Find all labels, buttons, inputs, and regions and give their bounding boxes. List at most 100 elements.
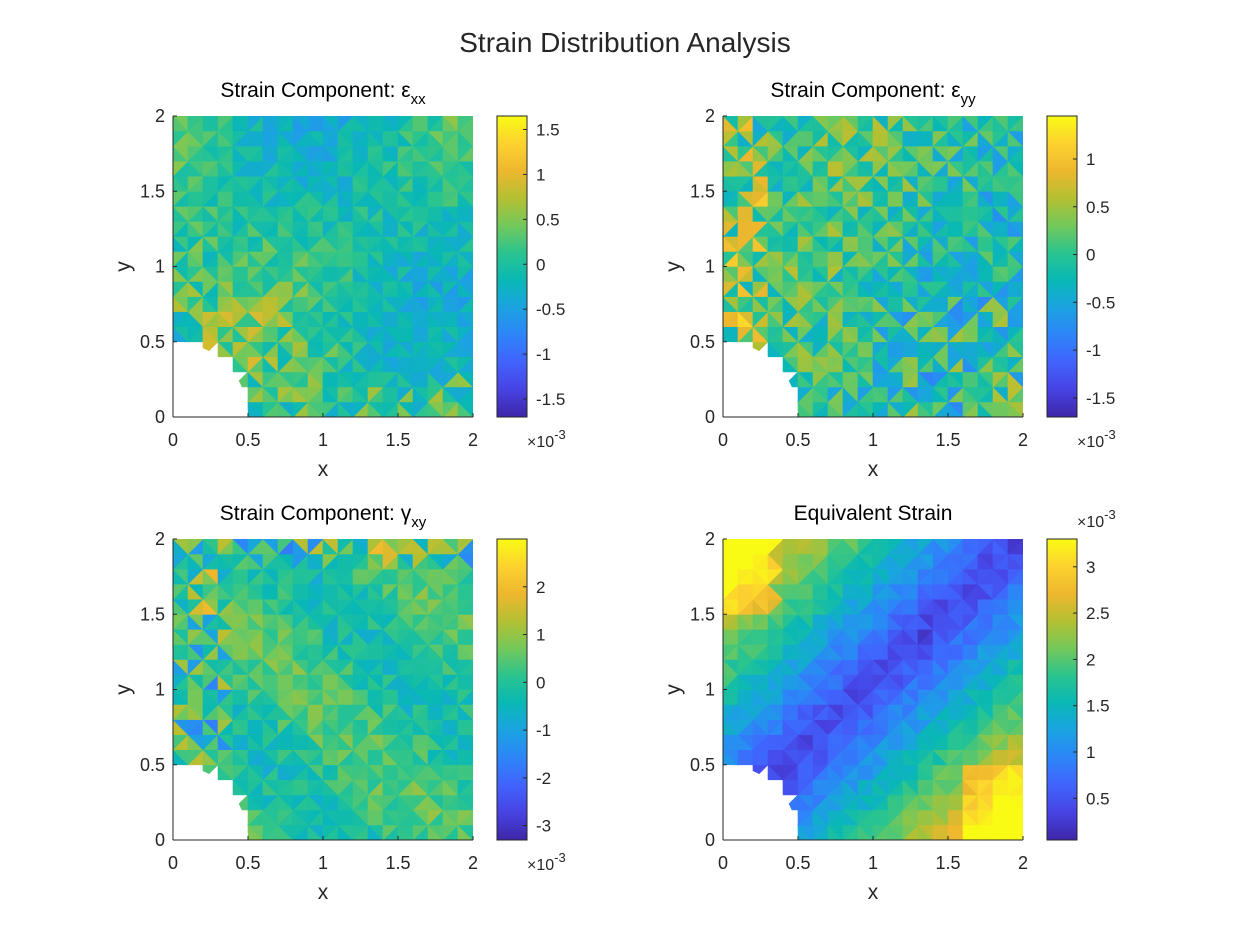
colorbar-tick-label: 2 bbox=[1086, 650, 1095, 669]
mesh-element bbox=[977, 539, 994, 555]
colorbar-tick-label: 3 bbox=[1086, 558, 1095, 577]
mesh-element bbox=[827, 116, 844, 132]
y-tick-label: 1.5 bbox=[140, 181, 165, 201]
colorbar-exponent-power: -3 bbox=[1104, 507, 1116, 522]
colorbar: 0.5 1 1.5 2 2.5 3 ×10-3 bbox=[1046, 507, 1116, 841]
subplot-title: Strain Component: εxx bbox=[220, 79, 426, 108]
colorbar-exponent: ×10-3 bbox=[1077, 427, 1116, 451]
x-tick-label: 1 bbox=[318, 853, 328, 873]
colorbar-gradient bbox=[496, 538, 528, 841]
x-axis-label: x bbox=[868, 881, 879, 904]
colorbar-exponent: ×10-3 bbox=[527, 427, 566, 451]
colorbar-tick-label: 1 bbox=[1086, 150, 1095, 169]
mesh-element bbox=[187, 116, 204, 132]
mesh-element bbox=[887, 539, 904, 555]
colorbar-exponent-base: ×10 bbox=[527, 857, 554, 874]
x-tick-label: 2 bbox=[468, 853, 478, 873]
colorbar-tick-label: 1 bbox=[536, 165, 545, 184]
mesh-element bbox=[367, 116, 384, 132]
colorbar-tick-label: -0.5 bbox=[1086, 293, 1115, 312]
colorbar-exponent-base: ×10 bbox=[527, 434, 554, 451]
colorbar-gradient bbox=[1046, 538, 1078, 841]
subplot-title: Strain Component: εyy bbox=[770, 79, 976, 108]
mesh-element bbox=[737, 539, 754, 555]
colorbar-exponent-power: -3 bbox=[554, 850, 566, 865]
heatmap-mesh bbox=[723, 539, 1023, 840]
x-axis-label: x bbox=[318, 458, 329, 481]
colorbar: -1.5 -1 -0.5 0 0.5 1 1.5 ×10-3 bbox=[496, 115, 566, 451]
colorbar-tick-label: -0.5 bbox=[536, 300, 565, 319]
subplot-title: Strain Component: γxy bbox=[220, 502, 427, 531]
y-tick-label: 1 bbox=[705, 680, 715, 700]
subplot-title-subscript: yy bbox=[961, 91, 977, 108]
colorbar-exponent-base: ×10 bbox=[1077, 434, 1104, 451]
x-tick-label: 0 bbox=[718, 853, 728, 873]
x-tick-label: 1.5 bbox=[935, 853, 960, 873]
mesh-element bbox=[367, 539, 384, 555]
hole-cutout bbox=[173, 341, 248, 417]
colorbar-exponent-base: ×10 bbox=[1077, 514, 1104, 531]
mesh-element bbox=[277, 539, 294, 555]
mesh-element bbox=[337, 539, 354, 555]
mesh-element bbox=[277, 116, 294, 132]
mesh-element bbox=[797, 116, 814, 132]
y-tick-label: 1.5 bbox=[140, 604, 165, 624]
y-tick-label: 2 bbox=[705, 106, 715, 126]
colorbar-tick-label: 1.5 bbox=[536, 120, 560, 139]
y-tick-label: 1.5 bbox=[690, 181, 715, 201]
y-axis-label: y bbox=[112, 684, 135, 695]
mesh-element bbox=[857, 116, 874, 132]
y-tick-label: 2 bbox=[705, 529, 715, 549]
mesh-element bbox=[737, 116, 754, 132]
colorbar-exponent-power: -3 bbox=[554, 427, 566, 442]
colorbar-tick-label: 2 bbox=[536, 578, 545, 597]
y-tick-label: 1.5 bbox=[690, 604, 715, 624]
y-tick-label: 0.5 bbox=[690, 755, 715, 775]
x-tick-label: 0.5 bbox=[785, 853, 810, 873]
mesh-element bbox=[917, 116, 934, 132]
colorbar-gradient bbox=[496, 115, 528, 418]
y-tick-label: 0 bbox=[705, 407, 715, 427]
subplot-title-subscript: xy bbox=[411, 514, 427, 531]
colorbar-tick-label: 0 bbox=[536, 255, 545, 274]
colorbar-tick-label: 0.5 bbox=[1086, 789, 1110, 808]
x-tick-label: 0 bbox=[168, 853, 178, 873]
mesh-element bbox=[977, 116, 994, 132]
subplot-title-subscript: xx bbox=[411, 91, 427, 108]
y-tick-label: 1 bbox=[705, 257, 715, 277]
heatmap-mesh bbox=[173, 116, 473, 417]
mesh-element bbox=[857, 539, 874, 555]
colorbar-tick-label: 0 bbox=[1086, 246, 1095, 265]
mesh-element bbox=[767, 116, 784, 132]
mesh-element bbox=[917, 539, 934, 555]
mesh-element bbox=[947, 539, 964, 555]
y-tick-label: 1 bbox=[155, 257, 165, 277]
colorbar-tick-label: -2 bbox=[536, 769, 551, 788]
y-tick-label: 0 bbox=[705, 830, 715, 850]
y-axis-label: y bbox=[112, 261, 135, 272]
x-tick-label: 2 bbox=[468, 430, 478, 450]
y-tick-label: 1 bbox=[155, 680, 165, 700]
y-axis-label: y bbox=[662, 261, 685, 272]
heatmap-mesh bbox=[723, 116, 1023, 417]
mesh-element bbox=[827, 539, 844, 555]
colorbar: -1.5 -1 -0.5 0 0.5 1 ×10-3 bbox=[1046, 115, 1116, 451]
x-tick-label: 1 bbox=[868, 430, 878, 450]
x-tick-label: 1.5 bbox=[935, 430, 960, 450]
x-tick-label: 0.5 bbox=[785, 430, 810, 450]
mesh-element bbox=[397, 539, 414, 555]
colorbar-tick-label: 1.5 bbox=[1086, 697, 1110, 716]
mesh-element bbox=[797, 539, 814, 555]
x-tick-label: 0 bbox=[168, 430, 178, 450]
x-axis-label: x bbox=[868, 458, 879, 481]
hole-cutout bbox=[723, 764, 798, 840]
colorbar-tick-label: 2.5 bbox=[1086, 604, 1110, 623]
mesh-element bbox=[887, 116, 904, 132]
subplot-1: 0 0.5 1 1.5 2 0 0.5 1 1.5 2 x y Strain Component: εx… bbox=[112, 79, 566, 481]
colorbar-tick-label: 0.5 bbox=[1086, 198, 1110, 217]
x-tick-label: 0.5 bbox=[235, 430, 260, 450]
mesh-element bbox=[1007, 539, 1023, 555]
x-tick-label: 0.5 bbox=[235, 853, 260, 873]
mesh-element bbox=[307, 116, 324, 132]
